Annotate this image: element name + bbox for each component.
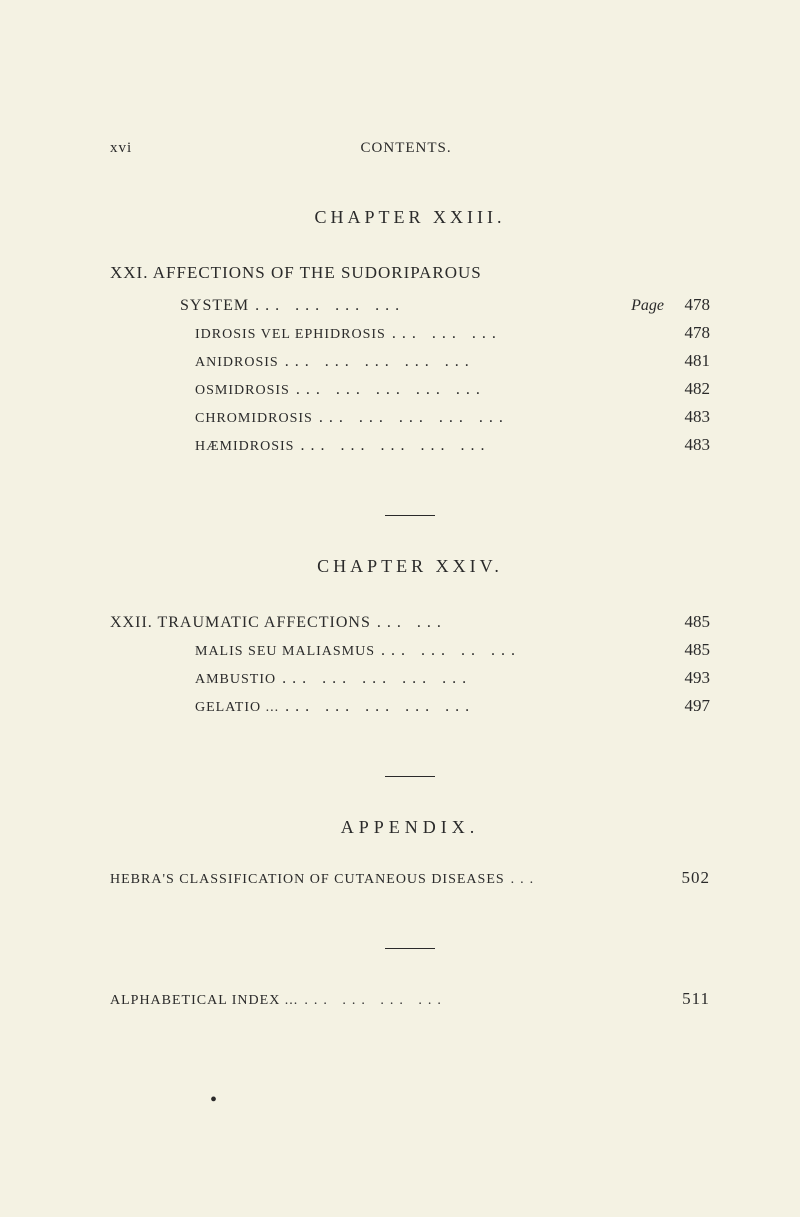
toc-dots: ... ... .. ... <box>375 642 670 660</box>
toc-page: 481 <box>670 351 710 371</box>
toc-dots: ... ... ... ... ... <box>279 353 670 371</box>
chapter-title: CHAPTER XXIII. <box>110 207 710 228</box>
toc-dots: ... ... <box>371 614 670 632</box>
toc-entry: MALIS SEU MALIASMUS ... ... .. ... 485 <box>110 640 710 660</box>
toc-label: XXII. TRAUMATIC AFFECTIONS <box>110 614 371 632</box>
chapter-24-block: CHAPTER XXIV. XXII. TRAUMATIC AFFECTIONS… <box>110 556 710 716</box>
toc-entry: HEBRA'S CLASSIFICATION OF CUTANEOUS DISE… <box>110 868 710 888</box>
toc-page: 485 <box>670 612 710 632</box>
toc-entry: HÆMIDROSIS ... ... ... ... ... 483 <box>110 435 710 455</box>
section-divider <box>385 515 435 516</box>
section-divider <box>385 948 435 949</box>
header-label: CONTENTS. <box>361 140 452 157</box>
appendix-title: APPENDIX. <box>110 817 710 838</box>
toc-dots: ... ... ... ... ... <box>279 698 670 716</box>
toc-label: HEBRA'S CLASSIFICATION OF CUTANEOUS DISE… <box>110 872 505 888</box>
toc-dots: ... ... ... ... ... <box>294 437 670 455</box>
toc-entry: SYSTEM ... ... ... ... Page 478 <box>110 295 710 315</box>
toc-label: AMBUSTIO <box>195 672 276 688</box>
toc-dots: ... ... ... ... <box>249 297 631 315</box>
chapter-title: CHAPTER XXIV. <box>110 556 710 577</box>
toc-page: 483 <box>670 435 710 455</box>
index-entry: ALPHABETICAL INDEX ... ... ... ... ... 5… <box>110 989 710 1009</box>
toc-page: 502 <box>670 868 710 888</box>
toc-label: ANIDROSIS <box>195 355 279 371</box>
toc-entry: XXII. TRAUMATIC AFFECTIONS ... ... 485 <box>110 612 710 632</box>
chapter-lead: XXI. AFFECTIONS OF THE SUDORIPAROUS <box>110 263 710 283</box>
toc-entry: OSMIDROSIS ... ... ... ... ... 482 <box>110 379 710 399</box>
toc-entry: AMBUSTIO ... ... ... ... ... 493 <box>110 668 710 688</box>
chapter-23-block: CHAPTER XXIII. XXI. AFFECTIONS OF THE SU… <box>110 207 710 455</box>
toc-dots: ... <box>505 872 670 888</box>
appendix-block: APPENDIX. HEBRA'S CLASSIFICATION OF CUTA… <box>110 817 710 888</box>
toc-entry: ANIDROSIS ... ... ... ... ... 481 <box>110 351 710 371</box>
toc-page: 478 <box>670 295 710 315</box>
toc-dots: ... ... ... ... ... <box>290 381 670 399</box>
toc-dots: ... ... ... ... ... <box>276 670 670 688</box>
toc-page: 483 <box>670 407 710 427</box>
toc-label: HÆMIDROSIS <box>195 439 294 455</box>
toc-dots: ... ... ... <box>386 325 670 343</box>
toc-dots: ... ... ... ... <box>298 993 670 1009</box>
toc-page: 485 <box>670 640 710 660</box>
toc-page: 493 <box>670 668 710 688</box>
toc-label: GELATIO ... <box>195 700 279 716</box>
toc-entry: GELATIO ... ... ... ... ... ... 497 <box>110 696 710 716</box>
toc-label: OSMIDROSIS <box>195 383 290 399</box>
toc-page: 497 <box>670 696 710 716</box>
section-divider <box>385 776 435 777</box>
toc-dots: ... ... ... ... ... <box>313 409 670 427</box>
toc-label: ALPHABETICAL INDEX ... <box>110 993 298 1009</box>
toc-label: IDROSIS VEL EPHIDROSIS <box>195 327 386 343</box>
toc-page: 482 <box>670 379 710 399</box>
toc-label: MALIS SEU MALIASMUS <box>195 644 375 660</box>
toc-label: SYSTEM <box>180 297 249 315</box>
decorative-dot: • <box>210 1089 710 1112</box>
toc-page: 511 <box>670 989 710 1009</box>
toc-page: 478 <box>670 323 710 343</box>
toc-label: CHROMIDROSIS <box>195 411 313 427</box>
contents-page: xvi CONTENTS. CHAPTER XXIII. XXI. AFFECT… <box>0 0 800 1172</box>
page-roman: xvi <box>110 140 132 157</box>
running-header: xvi CONTENTS. <box>110 140 710 157</box>
header-spacer <box>680 140 710 157</box>
toc-entry: CHROMIDROSIS ... ... ... ... ... 483 <box>110 407 710 427</box>
toc-entry: IDROSIS VEL EPHIDROSIS ... ... ... 478 <box>110 323 710 343</box>
page-prefix: Page <box>631 297 664 315</box>
